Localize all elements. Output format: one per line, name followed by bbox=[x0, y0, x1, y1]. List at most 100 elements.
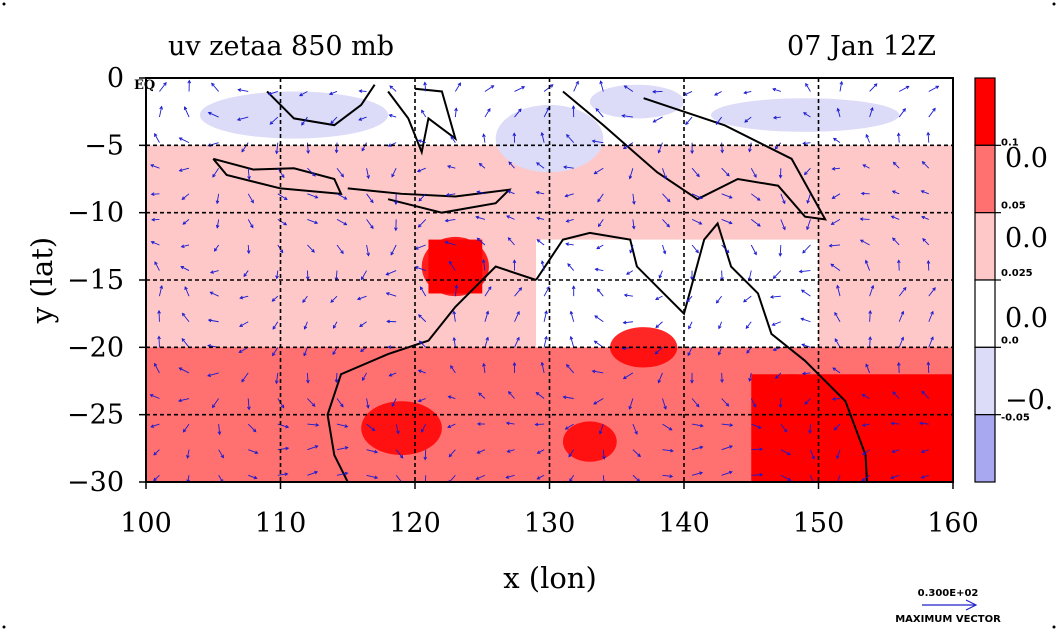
wind-vector bbox=[306, 372, 310, 384]
colorbar-boundary-label: -0.05 bbox=[1001, 413, 1030, 424]
blue-patch bbox=[199, 91, 389, 139]
wind-vector bbox=[691, 445, 704, 451]
wind-vector bbox=[563, 165, 574, 170]
wind-vector bbox=[594, 267, 604, 272]
wind-vector bbox=[237, 88, 249, 92]
wind-vector bbox=[623, 85, 634, 92]
wind-vector bbox=[452, 310, 457, 322]
x-axis-label: x (lon) bbox=[503, 561, 597, 595]
wind-vector bbox=[721, 193, 733, 199]
wind-vector bbox=[862, 164, 870, 169]
wind-vector bbox=[366, 168, 370, 180]
wind-vector bbox=[366, 474, 379, 480]
wind-vector bbox=[159, 285, 164, 297]
wind-vector bbox=[896, 132, 901, 143]
wind-vector bbox=[246, 244, 251, 255]
wind-vector bbox=[241, 142, 249, 153]
wind-vector bbox=[830, 219, 841, 225]
wind-vector bbox=[662, 474, 674, 478]
wind-vector bbox=[330, 295, 338, 303]
wind-vector bbox=[591, 369, 604, 374]
wind-vector bbox=[800, 317, 811, 323]
wind-vector bbox=[454, 82, 461, 92]
wind-vector bbox=[717, 347, 723, 356]
wind-vector bbox=[890, 474, 900, 479]
wind-vector bbox=[685, 116, 693, 126]
wind-vector bbox=[150, 240, 160, 246]
wind-vector bbox=[571, 285, 576, 297]
wind-vector bbox=[307, 398, 316, 407]
wind-vector bbox=[149, 394, 160, 399]
wind-vector bbox=[743, 90, 752, 95]
wind-vector bbox=[207, 111, 219, 118]
wind-vector bbox=[366, 193, 374, 204]
wind-vector bbox=[834, 338, 841, 348]
max-vector-arrowhead bbox=[965, 599, 978, 611]
wind-vector bbox=[687, 347, 693, 357]
wind-vector bbox=[655, 321, 663, 329]
wind-vector bbox=[180, 265, 190, 271]
x-axis: 100 110 120 130 140 150 160 bbox=[120, 482, 979, 539]
wind-vector bbox=[307, 445, 319, 451]
wind-vector bbox=[181, 312, 190, 323]
colorbar-swatch bbox=[974, 279, 996, 348]
wind-vector bbox=[159, 105, 163, 118]
wind-vector bbox=[922, 238, 930, 246]
wind-vector bbox=[239, 321, 249, 327]
wind-vector bbox=[688, 321, 693, 330]
wind-vector bbox=[211, 398, 220, 409]
wind-vector bbox=[211, 82, 219, 92]
wind-vector bbox=[514, 86, 526, 92]
coastline bbox=[387, 87, 458, 156]
coastline bbox=[562, 90, 828, 221]
wind-vector bbox=[800, 289, 811, 297]
x-tick-label: 130 bbox=[524, 508, 576, 539]
wind-vector bbox=[277, 193, 288, 200]
wind-vector bbox=[921, 390, 930, 399]
wind-vector bbox=[566, 134, 575, 143]
wind-vector bbox=[771, 321, 782, 326]
wind-vector bbox=[861, 423, 870, 427]
wind-vector bbox=[418, 314, 427, 323]
wind-vector bbox=[591, 139, 604, 144]
wind-vector bbox=[569, 310, 575, 322]
wind-vector bbox=[564, 423, 574, 430]
wind-vector bbox=[277, 472, 289, 477]
y-axis: 0 −5 −10 −15 −20 −25 −30 bbox=[67, 63, 146, 498]
wind-vector bbox=[476, 422, 485, 426]
wind-vector bbox=[388, 372, 397, 377]
wind-vector bbox=[926, 259, 931, 271]
wind-vector bbox=[869, 284, 875, 297]
wind-vector bbox=[920, 449, 929, 454]
wind-vector bbox=[928, 85, 940, 92]
wind-vector bbox=[366, 423, 376, 432]
wind-vector bbox=[836, 107, 841, 118]
wind-vector bbox=[714, 91, 722, 96]
wind-vector bbox=[157, 309, 161, 322]
wind-vector bbox=[178, 137, 190, 144]
max-vector-legend: 0.300E+02 MAXIMUM VECTOR bbox=[895, 588, 1001, 625]
wind-vector bbox=[691, 193, 703, 200]
wind-vector bbox=[565, 218, 574, 223]
wind-vector bbox=[746, 347, 752, 354]
wind-vector bbox=[622, 320, 633, 325]
wind-vector bbox=[832, 367, 841, 374]
wind-vector bbox=[416, 167, 426, 173]
red-blob bbox=[831, 417, 953, 480]
wind-vector bbox=[307, 423, 320, 427]
wind-vector bbox=[336, 244, 344, 255]
wind-vector bbox=[180, 244, 190, 249]
wind-vector bbox=[628, 168, 634, 180]
wind-vector bbox=[632, 449, 641, 458]
wind-vector bbox=[543, 84, 554, 92]
wind-vector bbox=[569, 335, 575, 348]
wind-vector bbox=[484, 310, 490, 322]
wind-vector bbox=[562, 395, 574, 400]
wind-vector bbox=[178, 398, 190, 403]
wind-vector bbox=[839, 80, 844, 92]
wind-vector bbox=[564, 193, 574, 198]
colorbar-boundary-label: 0.05 bbox=[1001, 201, 1026, 212]
wind-vector bbox=[598, 423, 604, 435]
x-tick-label: 100 bbox=[120, 508, 172, 539]
wind-vector bbox=[336, 471, 349, 476]
